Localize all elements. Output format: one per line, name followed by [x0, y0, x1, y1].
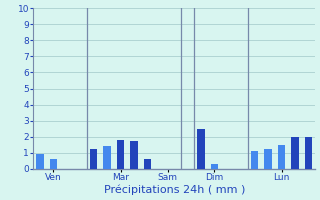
Bar [144, 159, 151, 169]
Bar [90, 149, 97, 169]
Bar [211, 164, 218, 169]
Bar [130, 141, 138, 169]
Bar [264, 149, 272, 169]
Bar [251, 151, 259, 169]
Bar [291, 137, 299, 169]
Bar [278, 145, 285, 169]
Bar [36, 154, 44, 169]
Bar [50, 159, 57, 169]
Bar [117, 140, 124, 169]
Bar [197, 129, 205, 169]
Bar [103, 146, 111, 169]
Bar [305, 137, 312, 169]
X-axis label: Précipitations 24h ( mm ): Précipitations 24h ( mm ) [104, 185, 245, 195]
